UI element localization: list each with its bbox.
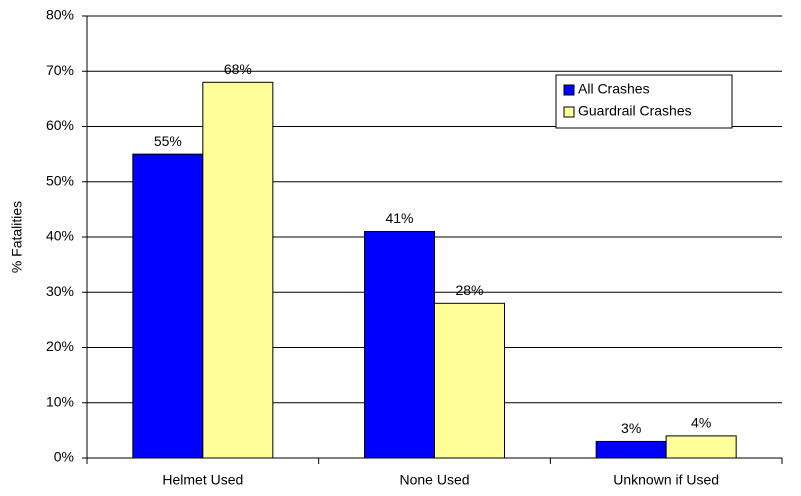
y-tick-label: 10% bbox=[46, 393, 74, 409]
data-label: 28% bbox=[455, 282, 483, 298]
legend-swatch bbox=[563, 84, 575, 96]
legend-swatch bbox=[563, 106, 575, 118]
legend-label: Guardrail Crashes bbox=[578, 103, 692, 119]
legend bbox=[555, 74, 733, 129]
data-label: 4% bbox=[691, 415, 711, 431]
y-tick-label: 50% bbox=[46, 172, 74, 188]
data-label: 68% bbox=[224, 61, 252, 77]
bar bbox=[665, 435, 737, 459]
bar bbox=[434, 302, 505, 459]
x-tick-label: Helmet Used bbox=[162, 472, 243, 488]
data-label: 3% bbox=[621, 420, 641, 436]
y-axis-title: % Fatalities bbox=[9, 201, 25, 273]
x-tick-label: None Used bbox=[399, 472, 469, 488]
bar bbox=[132, 153, 204, 459]
y-tick-label: 80% bbox=[46, 7, 74, 23]
data-label: 41% bbox=[385, 210, 413, 226]
y-tick-label: 60% bbox=[46, 117, 74, 133]
y-tick-label: 20% bbox=[46, 338, 74, 354]
x-tick-label: Unknown if Used bbox=[613, 472, 719, 488]
y-tick-label: 40% bbox=[46, 228, 74, 244]
y-tick-label: 70% bbox=[46, 62, 74, 78]
bar bbox=[364, 230, 435, 459]
bar bbox=[202, 81, 274, 459]
y-tick-label: 0% bbox=[54, 449, 74, 465]
bar bbox=[595, 440, 667, 459]
y-tick-label: 30% bbox=[46, 283, 74, 299]
legend-label: All Crashes bbox=[578, 81, 650, 97]
data-label: 55% bbox=[154, 133, 182, 149]
